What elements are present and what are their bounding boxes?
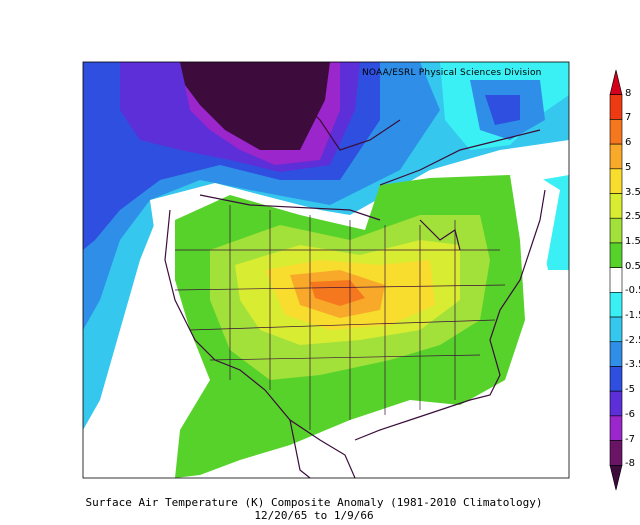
color-scale-label: -3.5 xyxy=(625,359,640,371)
color-scale-swatch xyxy=(609,341,623,367)
coastlines xyxy=(164,99,546,478)
color-scale-bar xyxy=(609,69,623,491)
color-scale-swatch xyxy=(609,366,623,392)
color-scale-label: -6 xyxy=(625,408,635,420)
color-scale-swatch xyxy=(609,242,623,268)
color-scale-label: -8 xyxy=(625,458,635,470)
color-scale-swatch xyxy=(609,292,623,318)
color-scale-swatch xyxy=(609,267,623,293)
anomaly-map xyxy=(82,61,570,479)
color-scale-label: 0.5 xyxy=(625,260,640,272)
color-scale-swatch xyxy=(609,193,623,219)
color-scale-label: -0.5 xyxy=(625,285,640,297)
color-scale-swatch xyxy=(609,464,623,491)
color-scale-label: -1.5 xyxy=(625,310,640,322)
map-frame xyxy=(82,61,570,479)
date-range: 12/20/65 to 1/9/66 xyxy=(254,509,374,522)
color-scale-label: 8 xyxy=(625,87,632,99)
color-scale-label: 5 xyxy=(625,161,632,173)
color-scale-label: -2.5 xyxy=(625,334,640,346)
color-scale-label: -7 xyxy=(625,433,635,445)
map-caption: Surface Air Temperature (K) Composite An… xyxy=(85,496,543,509)
color-scale-label: 2.5 xyxy=(625,211,640,223)
color-scale-label: -5 xyxy=(625,384,635,396)
color-scale-label: 6 xyxy=(625,137,632,149)
color-scale-swatch xyxy=(609,440,623,466)
color-scale-label: 3.5 xyxy=(625,186,640,198)
color-scale-swatch xyxy=(609,69,623,96)
color-scale-label: 7 xyxy=(625,112,632,124)
color-scale-swatch xyxy=(609,119,623,145)
state-borders xyxy=(174,205,506,430)
anomaly-field xyxy=(83,62,569,478)
color-scale-swatch xyxy=(609,143,623,170)
color-scale-swatch xyxy=(609,168,623,194)
color-scale-swatch xyxy=(609,415,623,441)
color-scale-swatch xyxy=(609,217,623,244)
color-scale-label: 1.5 xyxy=(625,235,640,247)
color-scale-swatch xyxy=(609,390,623,417)
color-scale-swatch xyxy=(609,316,623,343)
color-scale-swatch xyxy=(609,94,623,120)
credit-label: NOAA/ESRL Physical Sciences Division xyxy=(362,68,542,78)
